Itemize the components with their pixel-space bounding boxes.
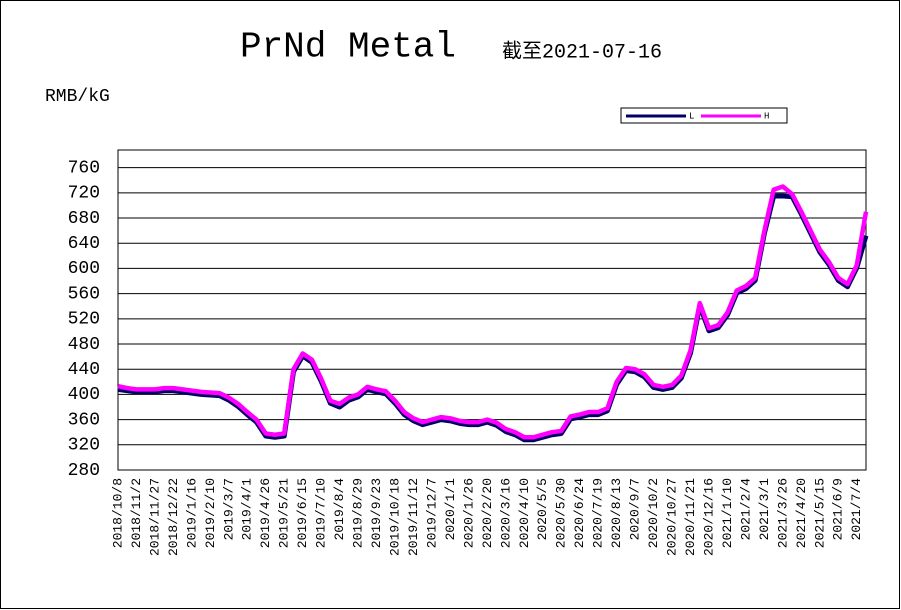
legend-label: L [689,111,694,121]
x-tick-label: 2021/3/26 [775,478,790,548]
x-tick-label: 2019/9/23 [369,478,384,548]
x-tick-label: 2018/11/27 [147,478,162,556]
x-tick-label: 2019/11/12 [406,478,421,556]
y-tick-label: 640 [68,234,100,254]
x-tick-label: 2020/4/10 [517,478,532,548]
y-tick-label: 400 [68,385,100,405]
y-tick-label: 320 [68,436,100,456]
chart-subtitle: 截至2021-07-16 [502,39,662,64]
y-tick-label: 360 [68,410,100,430]
x-tick-label: 2021/5/15 [812,478,827,548]
x-tick-label: 2019/2/10 [203,478,218,548]
y-tick-label: 720 [68,184,100,204]
x-tick-label: 2021/1/10 [720,478,735,548]
x-tick-label: 2020/7/19 [591,478,606,548]
x-tick-label: 2019/7/10 [314,478,329,548]
x-tick-label: 2020/8/13 [609,478,624,548]
x-tick-label: 2019/10/18 [387,478,402,556]
y-tick-label: 600 [68,259,100,279]
x-tick-label: 2021/3/1 [757,478,772,541]
x-tick-label: 2020/12/16 [701,478,716,556]
x-tick-label: 2019/5/21 [277,478,292,548]
series-line [117,184,869,440]
y-tick-label: 560 [68,284,100,304]
x-tick-label: 2020/10/27 [665,478,680,556]
x-tick-label: 2019/8/4 [332,478,347,541]
plot-area [117,149,867,471]
x-tick-label: 2020/9/7 [628,478,643,540]
x-tick-label: 2020/5/30 [554,478,569,548]
legend-label: H [764,111,769,121]
x-tick-label: 2020/1/26 [461,478,476,548]
x-tick-label: 2020/3/16 [498,478,513,548]
x-tick-label: 2021/7/4 [849,478,864,541]
x-tick-label: 2021/6/9 [831,478,846,540]
x-tick-label: 2019/3/7 [221,478,236,540]
x-tick-label: 2021/2/4 [738,478,753,541]
y-tick-label: 760 [68,158,100,178]
x-tick-label: 2020/10/2 [646,478,661,548]
x-tick-label: 2019/8/29 [351,478,366,548]
chart-title: PrNd Metal [240,27,456,68]
x-tick-label: 2019/12/7 [424,478,439,548]
x-tick-label: 2018/10/8 [110,478,125,548]
x-tick-label: 2020/5/5 [535,478,550,540]
x-tick-label: 2019/4/26 [258,478,273,548]
y-tick-label: 280 [68,461,100,481]
x-tick-label: 2019/4/1 [240,478,255,541]
x-tick-label: 2020/1/1 [443,478,458,541]
x-tick-label: 2018/11/2 [129,478,144,548]
x-tick-label: 2020/2/20 [480,478,495,548]
x-tick-label: 2019/6/15 [295,478,310,548]
y-tick-label: 480 [68,335,100,355]
x-tick-label: 2018/12/22 [166,478,181,556]
x-tick-label: 2020/6/24 [572,478,587,548]
x-tick-label: 2021/4/20 [794,478,809,548]
x-tick-label: 2019/1/16 [184,478,199,548]
y-tick-label: 520 [68,310,100,330]
x-tick-label: 2020/11/21 [683,478,698,556]
y-tick-label: 440 [68,360,100,380]
y-tick-label: 680 [68,209,100,229]
y-axis-label: RMB/kG [45,87,110,107]
